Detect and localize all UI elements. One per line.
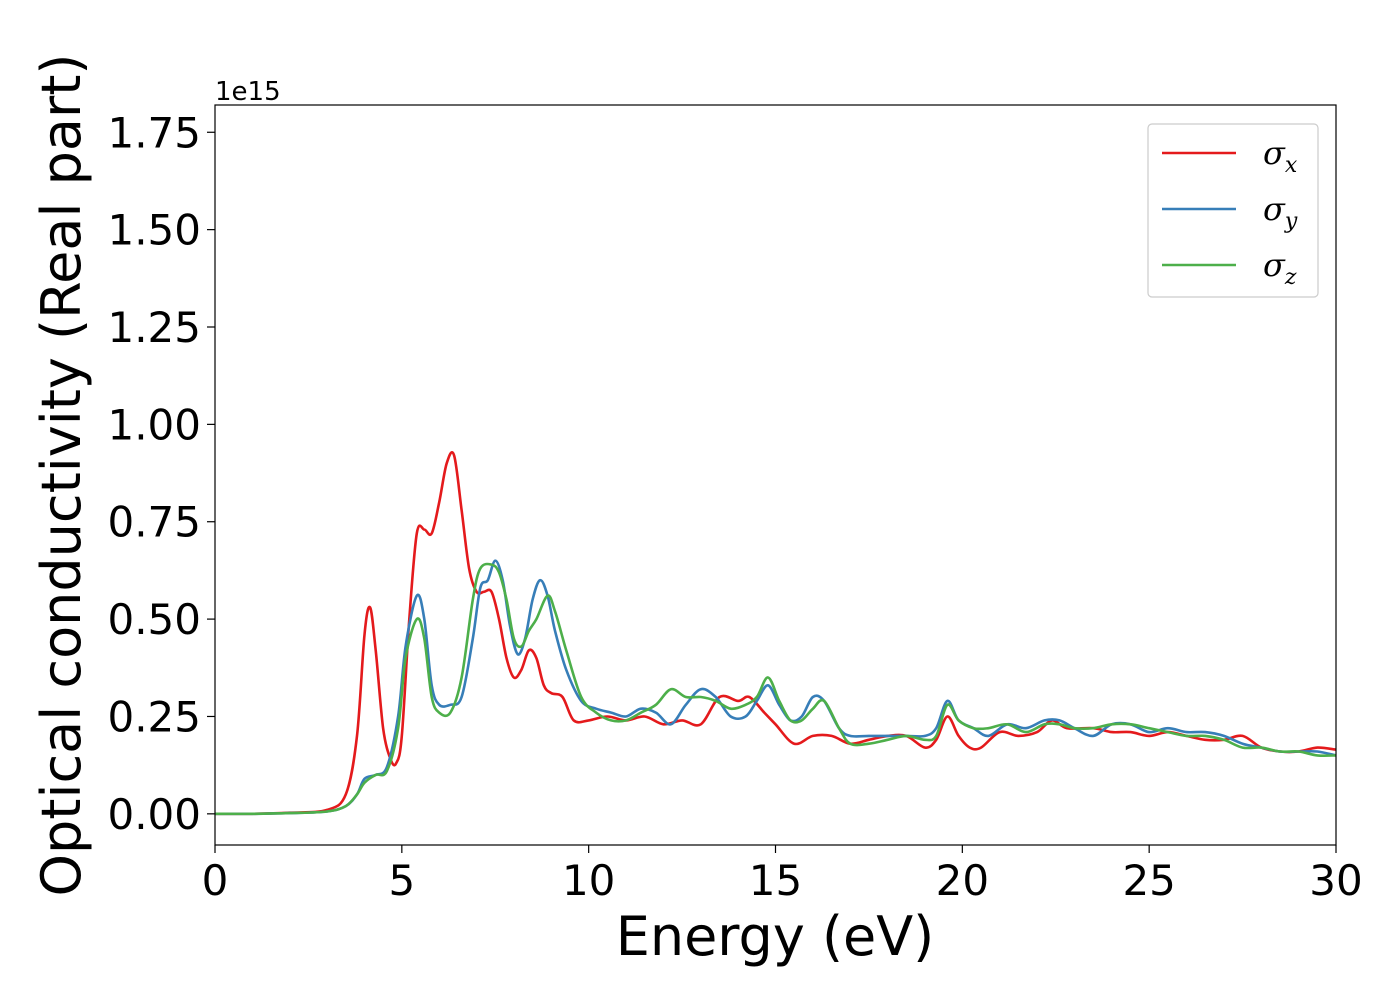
- series-line-y: [214, 559, 1337, 816]
- y-tick-label: 1.00: [107, 400, 201, 449]
- y-axis-title: Optical conductivity (Real part): [30, 54, 93, 897]
- series-line-z: [214, 562, 1337, 816]
- y-tick-label: 0.25: [107, 692, 201, 741]
- x-tick-label: 30: [1309, 856, 1362, 905]
- y-tick-label: 1.25: [107, 303, 201, 352]
- series-layer: [214, 451, 1337, 816]
- y-tick-label: 0.75: [107, 498, 201, 547]
- y-tick-label: 0.00: [107, 790, 201, 839]
- y-tick-label: 0.50: [107, 595, 201, 644]
- x-tick-label: 15: [749, 856, 802, 905]
- x-axis-title: Energy (eV): [616, 905, 935, 968]
- legend-frame: [1147, 123, 1319, 298]
- ticks-layer: 0 5 10 15 20 25 30 0.00 0.25 0.50 0.75 1.00 1.25 1.50…: [107, 108, 1362, 905]
- x-tick-label: 25: [1122, 856, 1175, 905]
- plot-frame: [214, 104, 1337, 846]
- x-tick-label: 20: [936, 856, 989, 905]
- x-tick-label: 0: [202, 856, 229, 905]
- x-tick-label: 5: [388, 856, 415, 905]
- x-tick-label: 10: [562, 856, 615, 905]
- y-tick-label: 1.50: [107, 206, 201, 255]
- y-offset-label: 1e15: [215, 77, 281, 107]
- y-tick-label: 1.75: [107, 108, 201, 157]
